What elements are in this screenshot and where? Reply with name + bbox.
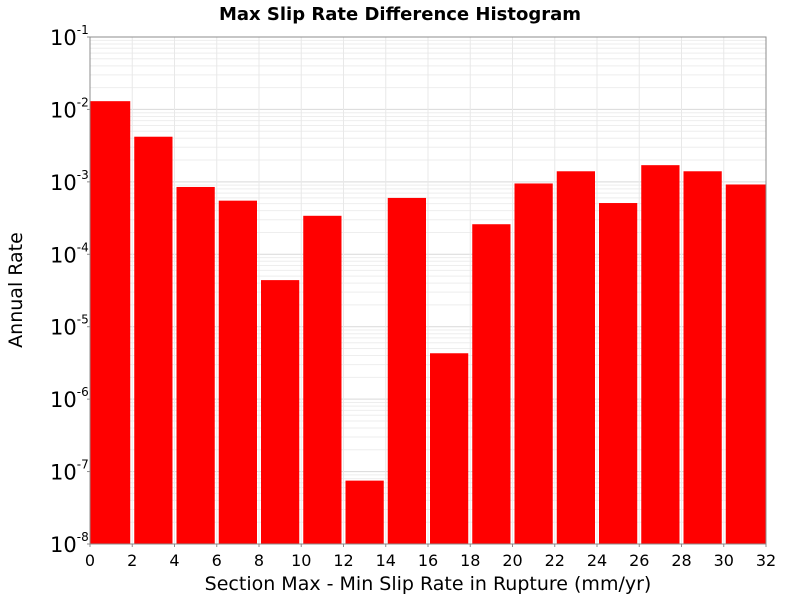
histogram-bar bbox=[387, 197, 426, 544]
x-tick-label: 8 bbox=[254, 551, 264, 570]
y-tick-base: 10 bbox=[50, 26, 77, 50]
x-tick-label: 32 bbox=[756, 551, 776, 570]
histogram-bar bbox=[556, 171, 595, 544]
y-axis-label: Annual Rate bbox=[5, 232, 27, 348]
y-tick-label: 10-5 bbox=[50, 313, 89, 340]
histogram-bar bbox=[345, 480, 384, 544]
x-tick-label: 24 bbox=[587, 551, 607, 570]
histogram-bar bbox=[261, 280, 300, 544]
y-tick-exponent: -7 bbox=[77, 458, 89, 472]
histogram-bar bbox=[218, 200, 257, 545]
y-tick-exponent: -2 bbox=[77, 95, 89, 109]
y-tick-exponent: -4 bbox=[77, 240, 89, 254]
x-tick-label: 4 bbox=[169, 551, 179, 570]
x-tick-label: 18 bbox=[460, 551, 480, 570]
histogram-bar bbox=[472, 224, 511, 544]
histogram-bar bbox=[176, 186, 215, 544]
histogram-bar bbox=[599, 203, 638, 544]
x-axis-ticks: 0 2 4 6 8 10 12 14 16 18 20 22 24 26 28 30 32 bbox=[85, 544, 776, 570]
histogram-bar bbox=[514, 183, 553, 545]
y-tick-exponent: -1 bbox=[77, 23, 89, 37]
x-tick-label: 14 bbox=[376, 551, 396, 570]
y-tick-exponent: -5 bbox=[77, 313, 89, 327]
histogram-bar bbox=[134, 136, 173, 545]
y-tick-label: 10-3 bbox=[50, 168, 89, 195]
histogram-bar bbox=[90, 101, 131, 545]
y-axis-ticks: 10-810-710-610-510-410-310-210-1 bbox=[50, 23, 90, 557]
x-tick-label: 0 bbox=[85, 551, 95, 570]
y-tick-base: 10 bbox=[50, 243, 77, 267]
x-tick-label: 22 bbox=[545, 551, 565, 570]
x-tick-label: 16 bbox=[418, 551, 438, 570]
x-tick-label: 28 bbox=[671, 551, 691, 570]
x-tick-label: 2 bbox=[127, 551, 137, 570]
x-tick-label: 30 bbox=[714, 551, 734, 570]
x-axis-label: Section Max - Min Slip Rate in Rupture (… bbox=[205, 573, 652, 595]
histogram-bar bbox=[725, 184, 766, 545]
x-tick-label: 20 bbox=[502, 551, 522, 570]
y-tick-base: 10 bbox=[50, 533, 77, 557]
histogram-bar bbox=[430, 353, 469, 544]
histogram-bar bbox=[641, 165, 680, 544]
y-tick-base: 10 bbox=[50, 388, 77, 412]
x-tick-label: 26 bbox=[629, 551, 649, 570]
y-tick-label: 10-1 bbox=[50, 23, 89, 50]
x-tick-label: 12 bbox=[333, 551, 353, 570]
y-tick-exponent: -6 bbox=[77, 385, 89, 399]
histogram-bars bbox=[90, 101, 766, 545]
histogram-bar bbox=[303, 215, 342, 545]
chart-title: Max Slip Rate Difference Histogram bbox=[219, 4, 581, 25]
y-tick-label: 10-7 bbox=[50, 458, 89, 485]
x-tick-label: 6 bbox=[212, 551, 222, 570]
y-tick-base: 10 bbox=[50, 316, 77, 340]
y-tick-base: 10 bbox=[50, 171, 77, 195]
y-tick-base: 10 bbox=[50, 461, 77, 485]
x-tick-label: 10 bbox=[291, 551, 311, 570]
y-tick-base: 10 bbox=[50, 98, 77, 122]
y-tick-label: 10-6 bbox=[50, 385, 89, 412]
y-tick-exponent: -8 bbox=[77, 530, 89, 544]
y-tick-exponent: -3 bbox=[77, 168, 89, 182]
histogram-bar bbox=[683, 171, 722, 544]
y-tick-label: 10-8 bbox=[50, 530, 89, 557]
y-tick-label: 10-4 bbox=[50, 240, 89, 267]
y-tick-label: 10-2 bbox=[50, 95, 89, 122]
